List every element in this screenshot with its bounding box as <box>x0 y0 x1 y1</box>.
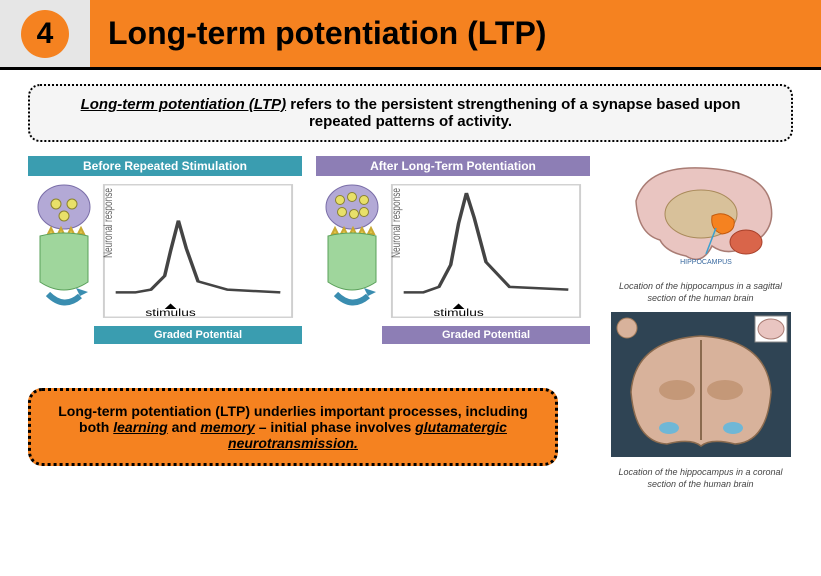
chart-xlabel: stimulus <box>145 307 195 318</box>
before-panel: Before Repeated Stimulation <box>28 156 302 344</box>
before-panel-body: Neuronal response stimulus <box>28 176 302 326</box>
slide-title: Long-term potentiation (LTP) <box>108 15 546 52</box>
slide-number-container: 4 <box>0 0 90 67</box>
hippocampus-label: HIPPOCAMPUS <box>680 259 732 266</box>
after-chart-svg: Neuronal response stimulus <box>388 182 584 320</box>
before-panel-title: Before Repeated Stimulation <box>28 156 302 176</box>
left-column: Before Repeated Stimulation <box>28 156 590 491</box>
slide-number: 4 <box>21 10 69 58</box>
brain-coronal-caption: Location of the hippocampus in a coronal… <box>608 467 793 490</box>
chart-xlabel: stimulus <box>433 307 483 318</box>
main-row: Before Repeated Stimulation <box>28 156 793 491</box>
callout-u1: learning <box>113 419 167 435</box>
after-panel-title: After Long-Term Potentiation <box>316 156 590 176</box>
after-panel: After Long-Term Potentiation <box>316 156 590 344</box>
before-chart-svg: Neuronal response stimulus <box>100 182 296 320</box>
after-chart: Neuronal response stimulus <box>388 182 584 320</box>
brain-sagittal-icon: HIPPOCAMPUS <box>616 156 786 271</box>
after-panel-body: Neuronal response stimulus <box>316 176 590 326</box>
callout-u2: memory <box>200 419 254 435</box>
definition-text: refers to the persistent strengthening o… <box>286 96 740 130</box>
before-chart: Neuronal response stimulus <box>100 182 296 320</box>
brain-sagittal-caption: Location of the hippocampus in a sagitta… <box>608 281 793 304</box>
brain-coronal-icon <box>611 312 791 457</box>
callout-mid: and <box>168 419 201 435</box>
definition-term: Long-term potentiation (LTP) <box>81 96 287 113</box>
slide-content: Long-term potentiation (LTP) refers to t… <box>0 70 821 505</box>
synapse-after-icon <box>322 182 382 322</box>
before-synapse-diagram <box>34 182 94 320</box>
after-synapse-diagram <box>322 182 382 320</box>
before-panel-footer: Graded Potential <box>94 326 302 344</box>
callout-post: – initial phase involves <box>255 419 415 435</box>
right-column: HIPPOCAMPUS Location of the hippocampus … <box>608 156 793 491</box>
slide-title-container: Long-term potentiation (LTP) <box>90 0 821 67</box>
chart-ylabel: Neuronal response <box>391 188 404 258</box>
definition-box: Long-term potentiation (LTP) refers to t… <box>28 84 793 142</box>
slide-header: 4 Long-term potentiation (LTP) <box>0 0 821 70</box>
callout-box: Long-term potentiation (LTP) underlies i… <box>28 388 558 466</box>
synapse-before-icon <box>34 182 94 322</box>
after-panel-footer: Graded Potential <box>382 326 590 344</box>
chart-ylabel: Neuronal response <box>103 188 116 258</box>
diagram-row: Before Repeated Stimulation <box>28 156 590 344</box>
